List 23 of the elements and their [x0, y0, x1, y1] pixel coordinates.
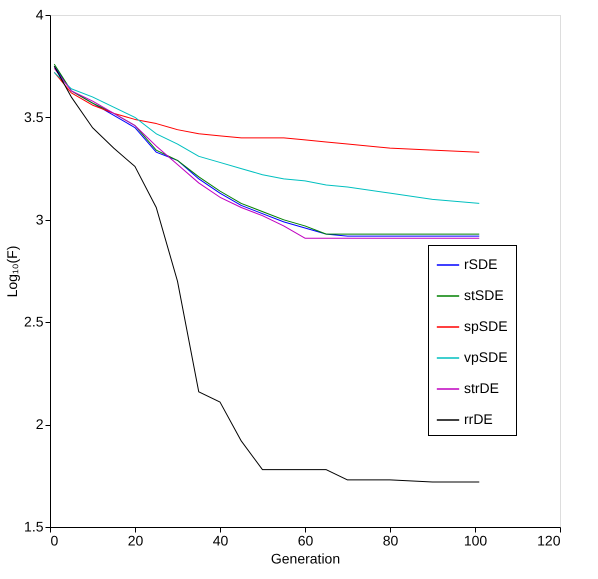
- x-axis-title: Generation: [270, 550, 340, 566]
- y-tick-label: 3.5: [24, 108, 44, 125]
- legend-label: rrDE: [464, 411, 493, 427]
- x-tick-label: 60: [298, 532, 314, 548]
- y-tick-label: 4: [36, 6, 44, 22]
- x-tick-label: 100: [464, 532, 488, 548]
- legend-label: stSDE: [464, 287, 504, 303]
- legend-label: rSDE: [464, 256, 498, 272]
- line-series: [54, 72, 480, 204]
- x-tick-label: 80: [382, 532, 398, 548]
- legend-label: vpSDE: [464, 349, 508, 365]
- y-axis-title: Log₁₀(F): [4, 246, 20, 298]
- x-tick-label: 120: [537, 532, 561, 548]
- x-tick-label: 20: [128, 532, 144, 548]
- y-tick-label: 2: [36, 416, 44, 432]
- x-tick-label: 40: [212, 532, 228, 548]
- legend-label: strDE: [464, 380, 499, 396]
- x-tick-label: 0: [50, 532, 58, 548]
- y-tick-label: 2.5: [24, 314, 44, 330]
- y-tick-label: 3: [36, 211, 44, 228]
- y-tick-label: 1.5: [24, 518, 44, 534]
- legend-label: spSDE: [464, 318, 508, 334]
- line-series: [54, 72, 480, 153]
